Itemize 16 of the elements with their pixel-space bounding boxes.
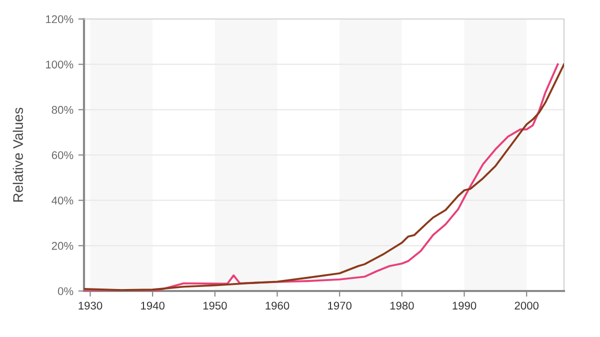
y-axis-title: Relative Values bbox=[12, 108, 23, 202]
y-tick-label: 20% bbox=[52, 242, 74, 250]
x-tick-label: 1990 bbox=[452, 302, 476, 310]
x-tick-label: 2000 bbox=[514, 302, 539, 310]
x-tick-label: 1930 bbox=[78, 302, 102, 310]
y-tick-label: 0% bbox=[58, 287, 74, 296]
x-tick-label: 1950 bbox=[203, 302, 227, 310]
x-tick-label: 1970 bbox=[328, 302, 352, 310]
x-tick-label: 1940 bbox=[141, 302, 164, 310]
y-tick-label: 60% bbox=[52, 151, 74, 160]
x-tick-label: 1980 bbox=[390, 302, 414, 310]
y-tick-label: 100% bbox=[46, 60, 74, 68]
y-tick-label: 120% bbox=[46, 15, 74, 24]
x-tick-label: 1960 bbox=[266, 302, 290, 310]
y-tick-label: 80% bbox=[52, 106, 74, 114]
y-tick-label: 40% bbox=[52, 196, 74, 204]
